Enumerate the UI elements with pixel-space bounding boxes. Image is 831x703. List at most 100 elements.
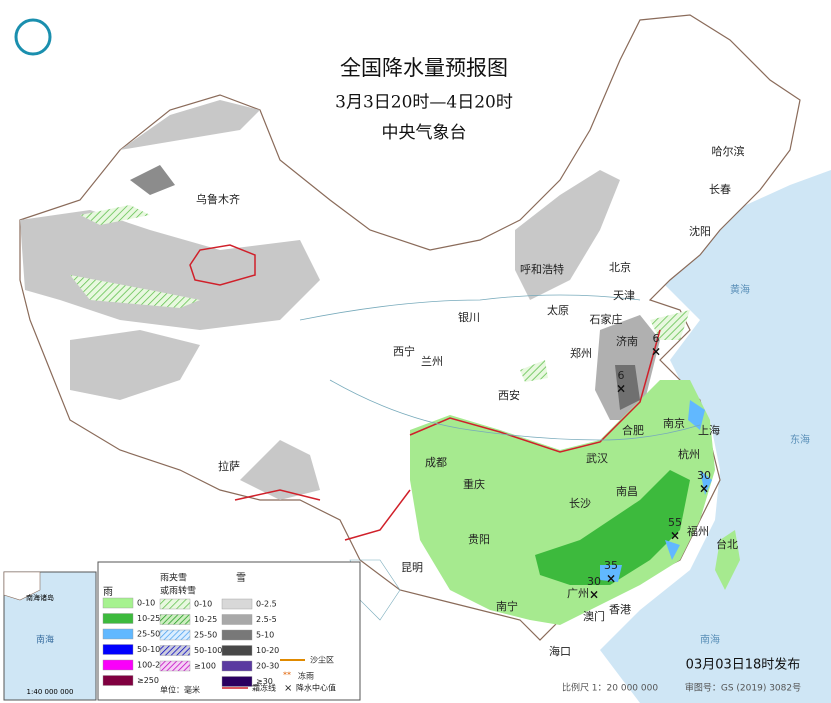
center-value: 6 [653, 332, 660, 345]
snow-area [70, 330, 200, 400]
city-label: 福州 [687, 524, 709, 538]
city-label: 海口 [549, 644, 571, 658]
legend-level: ≥30 [256, 677, 273, 686]
legend-level: 25-50 [194, 631, 217, 640]
legend-level: 25-50 [137, 630, 160, 639]
center-mark: × [699, 482, 709, 496]
center-mark: × [589, 588, 599, 602]
legend-title: 雨夹雪 [160, 572, 187, 584]
city-label: 澳门 [583, 609, 605, 623]
rain-area [600, 400, 712, 582]
city-label: 台北 [716, 537, 738, 551]
center-mark: × [606, 572, 616, 586]
legend-swatch [102, 644, 134, 655]
center-symbol: × [284, 683, 292, 694]
legend-swatch [159, 645, 191, 656]
legend-level: 100-250 [137, 661, 170, 670]
snow-area [130, 165, 175, 195]
legend-swatch [102, 675, 134, 686]
sea-label: 南海 [700, 633, 720, 646]
inset-land [3, 571, 41, 601]
city-label: 武汉 [586, 452, 608, 465]
city-label: 太原 [547, 304, 569, 317]
city-label: 广州 [567, 587, 589, 600]
snow-area [615, 365, 640, 410]
legend-level: 0-10 [137, 599, 155, 608]
city-label: 乌鲁木齐 [196, 192, 240, 206]
legend-swatch [221, 614, 253, 625]
legend-swatch [159, 598, 191, 610]
legend-level: ≥100 [194, 662, 216, 671]
center-value: 35 [604, 559, 618, 572]
freezing-rain-symbol: ** [283, 671, 291, 680]
subtitle: 3月3日20时—4日20时 [335, 93, 513, 113]
city-label: 西宁 [393, 344, 415, 358]
sea-label: 东海 [790, 433, 810, 446]
city-label: 重庆 [463, 477, 485, 491]
sea [600, 170, 831, 703]
center-value: 55 [668, 516, 682, 529]
frost-line [189, 244, 661, 541]
legend-level: ≥250 [137, 676, 159, 685]
city-label: 呼和浩特 [520, 262, 564, 276]
legend-level: 0-2.5 [256, 600, 277, 609]
city-label: 兰州 [421, 355, 443, 368]
city-label: 贵阳 [468, 533, 490, 546]
city-label: 香港 [609, 603, 631, 616]
city-label: 成都 [425, 456, 447, 469]
legend-title: 或雨转雪 [160, 585, 196, 597]
city-label: 天津 [613, 289, 635, 302]
city-label: 长沙 [569, 497, 591, 510]
center-value: 6 [618, 369, 625, 382]
legend-level: 5-10 [256, 631, 274, 640]
legend-level: 10-20 [256, 646, 279, 655]
legend-swatch [159, 614, 191, 625]
river [299, 294, 701, 441]
legend-frost-line: 霜冻线 [252, 683, 276, 693]
legend-swatch [221, 660, 253, 672]
legend-level: 2.5-5 [256, 615, 277, 624]
city-label: 石家庄 [590, 312, 623, 326]
logo [14, 18, 52, 56]
city-label: 合肥 [622, 423, 644, 437]
center-mark: × [670, 529, 680, 543]
legend-freezing-rain: 冻雨 [298, 671, 314, 681]
legend-level: 20-30 [256, 662, 279, 671]
legend-level: 50-100 [137, 645, 165, 654]
snow-area [120, 100, 260, 150]
legend-swatch [221, 598, 253, 610]
rain-area [715, 530, 740, 590]
title: 全国降水量预报图 [340, 56, 508, 80]
legend-swatch [159, 629, 191, 641]
city-label: 杭州 [678, 447, 700, 461]
legend-title: 雪 [236, 572, 246, 584]
legend-title: 雨 [103, 587, 113, 598]
city-label: 南京 [663, 416, 685, 430]
scale: 比例尺 1：20 000 000 [562, 682, 658, 694]
legend-level: 50-100 [194, 646, 222, 655]
approval: 审图号：GS (2019) 3082号 [685, 682, 801, 694]
legend-swatch [221, 629, 253, 641]
city-label: 上海 [698, 423, 720, 437]
legend-swatch [221, 676, 253, 687]
legend-level: 10-25 [137, 614, 160, 623]
city-label: 长春 [709, 183, 731, 196]
city-label: 南宁 [496, 599, 518, 613]
legend-swatch [221, 645, 253, 656]
inset-sea: 南海 [36, 634, 54, 646]
center-value: 30 [697, 469, 711, 482]
legend-swatch [102, 613, 134, 624]
city-label: 西安 [498, 388, 520, 402]
city-label: 济南 [616, 334, 638, 348]
center-value: 30 [587, 575, 601, 588]
city-label: 北京 [609, 260, 631, 274]
city-label: 银川 [458, 310, 480, 324]
legend-swatch [159, 660, 191, 672]
city-label: 郑州 [570, 346, 592, 360]
center-mark: × [651, 345, 661, 359]
sea-label: 黄海 [730, 283, 750, 296]
city-label: 沈阳 [689, 224, 711, 238]
issuer: 中央气象台 [382, 123, 467, 143]
legend-center: 降水中心值 [296, 683, 336, 693]
